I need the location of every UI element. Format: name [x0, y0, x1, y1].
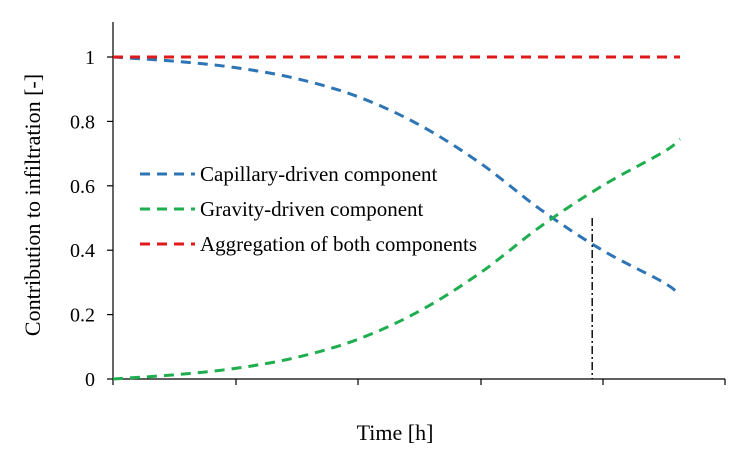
y-tick-label: 1	[85, 47, 95, 69]
legend-label-2: Gravity-driven component	[200, 197, 424, 221]
axes	[107, 22, 726, 385]
y-tick-label: 0	[85, 369, 95, 391]
y-tick-label: 0.6	[70, 176, 95, 198]
y-tick-label: 0.2	[70, 305, 95, 327]
series-line-1	[112, 55, 681, 297]
legend: Capillary-driven component Gravity-driven…	[140, 162, 477, 256]
series-line-2	[112, 137, 681, 381]
legend-label-3: Aggregation of both components	[200, 232, 477, 256]
tick-labels: 0 0.2 0.4 0.6 0.8 1	[70, 47, 95, 391]
plot-lines	[112, 55, 681, 381]
y-axis-title: Contribution to infiltration [-]	[20, 74, 45, 336]
y-tick-label: 0.8	[70, 111, 95, 133]
legend-label-1: Capillary-driven component	[200, 162, 438, 186]
y-tick-label: 0.4	[70, 240, 95, 262]
x-axis-title: Time [h]	[357, 420, 434, 445]
